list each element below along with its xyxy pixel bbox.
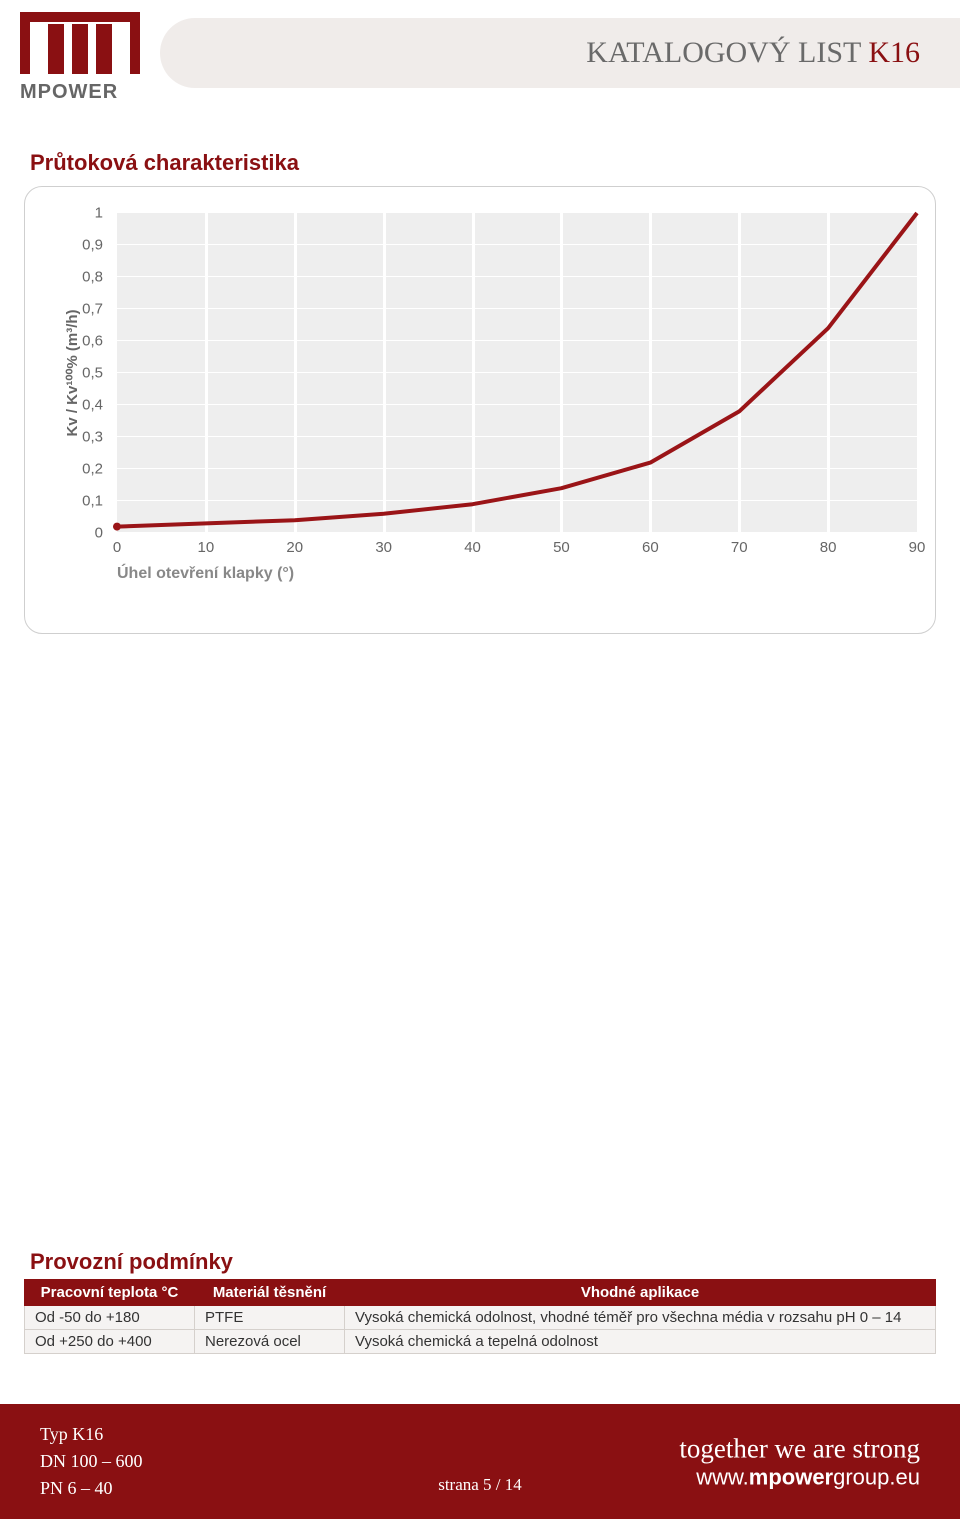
y-tick: 0,3 xyxy=(82,429,103,446)
y-tick: 0,5 xyxy=(82,365,103,382)
footer-page: strana 5 / 14 xyxy=(438,1475,522,1495)
x-tick: 0 xyxy=(113,539,121,556)
y-tick: 0,7 xyxy=(82,301,103,318)
conditions-block: Provozní podmínky Pracovní teplota °CMat… xyxy=(0,1249,960,1354)
y-tick: 0,8 xyxy=(82,269,103,286)
conditions-table: Pracovní teplota °CMateriál těsněníVhodn… xyxy=(24,1279,936,1354)
x-tick: 90 xyxy=(909,539,926,556)
table-row: Od -50 do +180PTFEVysoká chemická odolno… xyxy=(25,1306,936,1330)
x-tick: 80 xyxy=(820,539,837,556)
x-tick: 50 xyxy=(553,539,570,556)
chart-curve xyxy=(117,213,917,533)
y-tick: 0,1 xyxy=(82,493,103,510)
y-ticks: 10,90,80,70,60,50,40,30,20,10 xyxy=(51,213,111,533)
footer: Typ K16 DN 100 – 600 PN 6 – 40 strana 5 … xyxy=(0,1404,960,1519)
footer-line-2: DN 100 – 600 xyxy=(40,1448,143,1475)
y-tick: 0,6 xyxy=(82,333,103,350)
x-tick: 30 xyxy=(375,539,392,556)
x-tick: 40 xyxy=(464,539,481,556)
x-tick: 60 xyxy=(642,539,659,556)
footer-line-3: PN 6 – 40 xyxy=(40,1475,143,1502)
y-tick: 0,2 xyxy=(82,461,103,478)
x-tick: 10 xyxy=(198,539,215,556)
table-header: Vhodné aplikace xyxy=(345,1280,936,1306)
section-title: Průtoková charakteristika xyxy=(30,150,960,176)
footer-slogan: together we are strong xyxy=(679,1433,920,1464)
logo-text: MPOWER xyxy=(20,81,150,104)
header-banner: KATALOGOVÝ LIST K16 xyxy=(160,18,960,88)
title-prefix: KATALOGOVÝ LIST xyxy=(586,36,861,69)
x-axis-label: Úhel otevření klapky (°) xyxy=(117,565,294,583)
logo: MPOWER xyxy=(20,12,150,104)
footer-left: Typ K16 DN 100 – 600 PN 6 – 40 xyxy=(40,1421,143,1502)
plot-area xyxy=(117,213,917,533)
table-header: Pracovní teplota °C xyxy=(25,1280,195,1306)
footer-line-1: Typ K16 xyxy=(40,1421,143,1448)
table-row: Od +250 do +400Nerezová ocelVysoká chemi… xyxy=(25,1330,936,1354)
logo-icon xyxy=(20,12,140,74)
title-code: K16 xyxy=(868,36,920,69)
x-tick: 70 xyxy=(731,539,748,556)
y-tick: 1 xyxy=(95,205,103,222)
table-header: Materiál těsnění xyxy=(195,1280,345,1306)
x-tick: 20 xyxy=(286,539,303,556)
header: MPOWER KATALOGOVÝ LIST K16 xyxy=(0,0,960,120)
y-tick: 0,4 xyxy=(82,397,103,414)
y-tick: 0 xyxy=(95,525,103,542)
page-title: KATALOGOVÝ LIST K16 xyxy=(586,36,920,70)
conditions-title: Provozní podmínky xyxy=(30,1249,960,1275)
footer-url: www.mpowergroup.eu xyxy=(679,1464,920,1490)
chart-panel: Kv / Kv¹⁰⁰% (m³/h) 10,90,80,70,60,50,40,… xyxy=(24,186,936,634)
footer-right: together we are strong www.mpowergroup.e… xyxy=(679,1433,920,1490)
x-ticks: 0102030405060708090 xyxy=(117,539,917,563)
y-tick: 0,9 xyxy=(82,237,103,254)
chart: Kv / Kv¹⁰⁰% (m³/h) 10,90,80,70,60,50,40,… xyxy=(51,213,921,603)
